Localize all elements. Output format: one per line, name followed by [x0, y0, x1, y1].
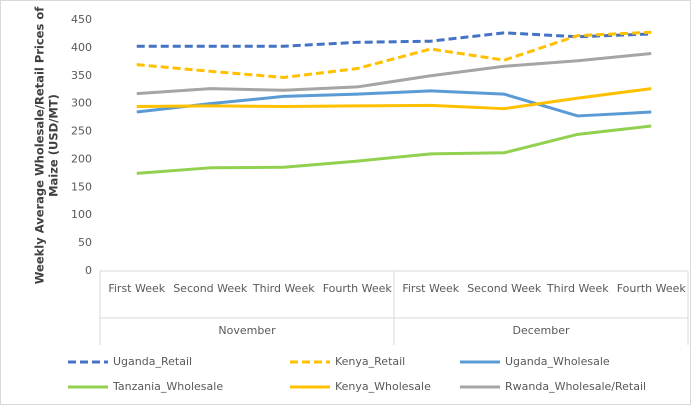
- x-tick-label: First Week: [108, 282, 165, 295]
- series-line: [136, 89, 652, 118]
- legend-label: Kenya_Retail: [335, 355, 405, 368]
- x-tick-label: Fourth Week: [617, 282, 687, 295]
- y-tick-label: 300: [71, 97, 92, 110]
- x-tick-label: Fourth Week: [323, 282, 393, 295]
- x-tick-label: Third Week: [252, 282, 315, 295]
- x-tick-label: Second Week: [467, 282, 542, 295]
- legend-label: Uganda_Retail: [113, 355, 192, 368]
- y-axis-label: Weekly Average Wholesale/Retail Prices o…: [33, 6, 47, 284]
- y-tick-label: 450: [71, 13, 92, 26]
- series-line: [136, 31, 652, 48]
- series-line: [136, 87, 652, 111]
- y-axis-label: Maize (USD/MT): [47, 94, 61, 197]
- y-tick-label: 250: [71, 125, 92, 138]
- y-tick-label: 200: [71, 152, 92, 165]
- series-line: [136, 51, 652, 96]
- legend-label: Kenya_Wholesale: [335, 380, 431, 393]
- legend-label: Uganda_Wholesale: [505, 355, 610, 368]
- y-tick-label: 400: [71, 41, 92, 54]
- x-tick-label: Third Week: [546, 282, 609, 295]
- y-tick-label: 100: [71, 208, 92, 221]
- y-tick-label: 50: [78, 236, 92, 249]
- x-tick-label: First Week: [402, 282, 459, 295]
- series-line: [136, 124, 652, 175]
- y-tick-label: 0: [85, 264, 92, 277]
- x-tick-label: Second Week: [173, 282, 248, 295]
- legend-label: Tanzania_Wholesale: [112, 380, 223, 393]
- y-tick-label: 150: [71, 180, 92, 193]
- series-line: [136, 30, 652, 79]
- group-label: November: [218, 324, 276, 337]
- y-tick-label: 350: [71, 69, 92, 82]
- group-label: December: [512, 324, 570, 337]
- legend-label: Rwanda_Wholesale/Retail: [505, 380, 646, 393]
